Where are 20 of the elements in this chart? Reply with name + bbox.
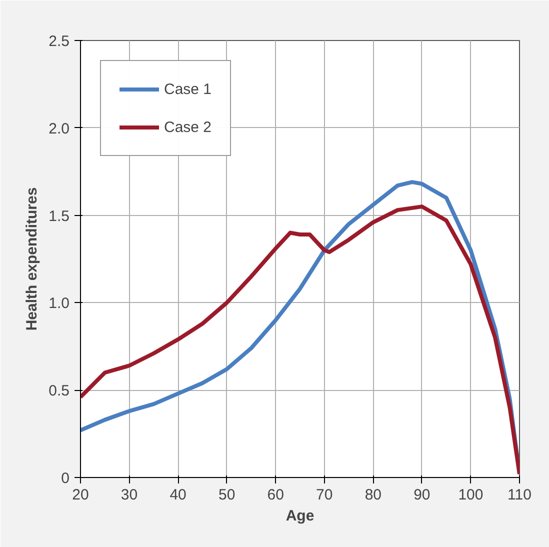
legend-label: Case 2	[164, 118, 212, 136]
x-tick-label: 50	[218, 486, 236, 504]
x-tick-label: 30	[120, 486, 138, 504]
x-tick-label: 110	[508, 486, 532, 504]
x-tick-label: 40	[170, 486, 186, 504]
y-tick-label: 0	[61, 470, 70, 487]
x-tick-label: 20	[72, 486, 89, 504]
y-tick-label: 2.0	[48, 120, 70, 138]
y-tick-label: 2.5	[48, 33, 70, 50]
y-tick-label: 1.0	[48, 295, 70, 312]
x-axis-title: Age	[286, 508, 314, 524]
x-tick-label: 60	[267, 486, 284, 504]
y-tick-label: 1.5	[48, 208, 70, 225]
y-axis-title: Health expenditures	[24, 187, 41, 331]
x-tick-label: 80	[364, 486, 382, 504]
x-tick-label: 90	[414, 486, 430, 504]
y-tick-label: 0.5	[48, 382, 70, 400]
legend-label: Case 1	[164, 80, 212, 98]
x-tick-label: 100	[458, 486, 484, 504]
x-tick-label: 70	[316, 486, 333, 504]
